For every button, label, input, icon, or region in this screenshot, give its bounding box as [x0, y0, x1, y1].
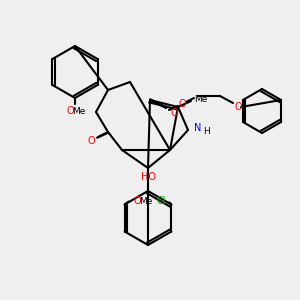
Text: H: H: [202, 128, 209, 136]
Text: Cl: Cl: [157, 196, 166, 206]
Text: O: O: [87, 136, 95, 146]
Text: Me: Me: [72, 106, 86, 116]
Text: O: O: [234, 102, 242, 112]
Text: N: N: [194, 123, 202, 133]
Text: O: O: [170, 108, 178, 118]
Text: O: O: [134, 196, 141, 206]
Text: HO: HO: [140, 172, 155, 182]
Text: O: O: [66, 106, 74, 116]
Text: Me: Me: [139, 197, 152, 206]
Text: O: O: [178, 99, 186, 109]
Text: Me: Me: [194, 94, 208, 103]
